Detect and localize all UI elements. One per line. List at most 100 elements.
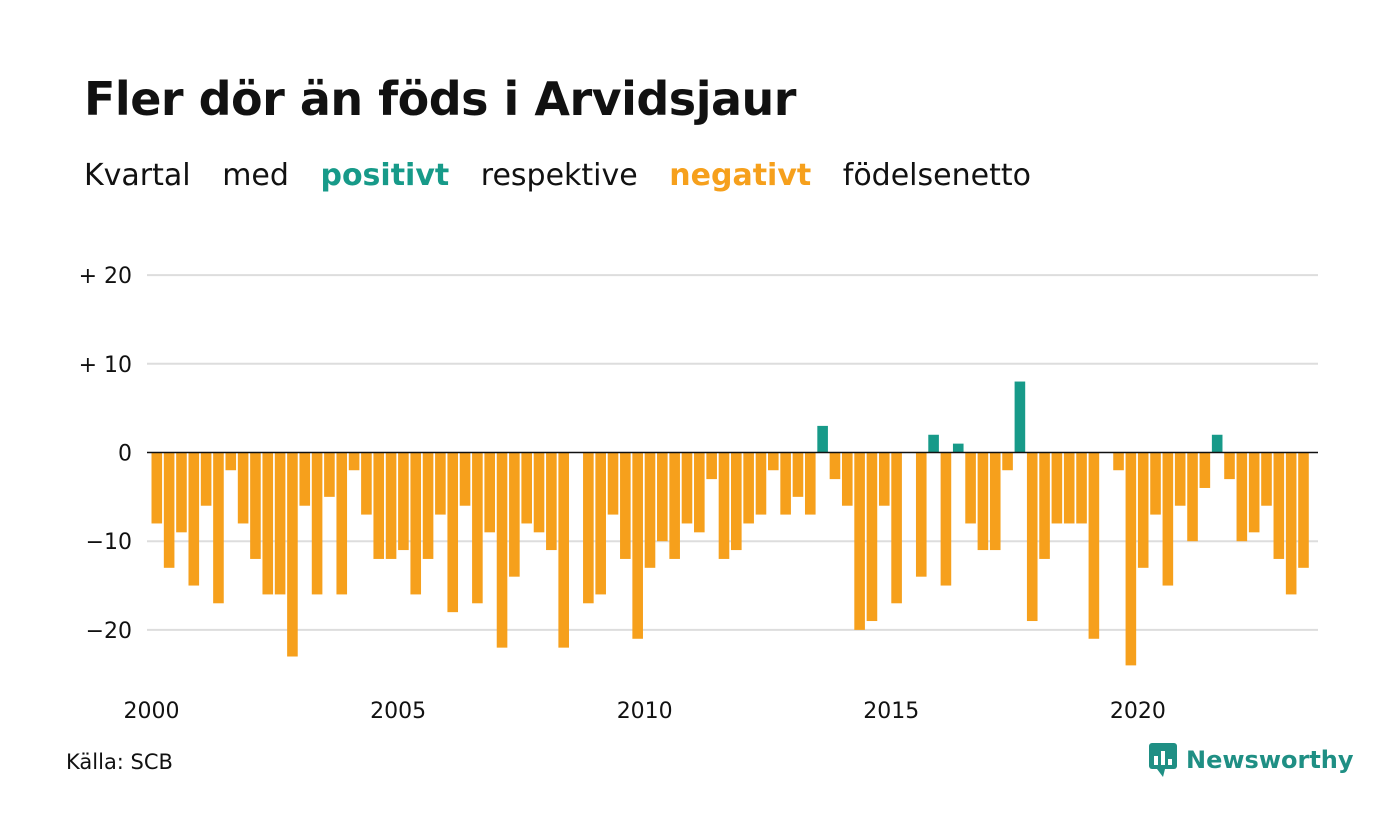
bar-negative: [681, 452, 693, 524]
bar-positive: [1014, 381, 1026, 453]
bar-negative: [607, 452, 619, 515]
bar-negative: [225, 452, 237, 471]
bar-negative: [718, 452, 730, 559]
brand-logo: Newsworthy: [1148, 742, 1354, 778]
bar-negative: [311, 452, 323, 595]
bar-negative: [706, 452, 717, 480]
subtitle-negative-word: negativt: [669, 158, 812, 193]
bar-negative: [1063, 452, 1075, 524]
bar-negative: [250, 452, 261, 559]
bar-negative: [792, 452, 804, 497]
bar-negative: [804, 452, 816, 515]
y-tick-label: + 20: [79, 264, 132, 289]
bar-negative: [1137, 452, 1149, 568]
bar-negative: [324, 452, 335, 497]
chart-title: Fler dör än föds i Arvidsjaur: [84, 72, 796, 126]
bar-negative: [546, 452, 557, 551]
bar-negative: [989, 452, 1001, 551]
bar-negative: [1273, 452, 1285, 559]
bar-negative: [262, 452, 274, 595]
bar-negative: [1248, 452, 1260, 533]
bar-negative: [435, 452, 446, 515]
bar-negative: [410, 452, 422, 595]
bar-negative: [336, 452, 348, 595]
bar-negative: [669, 452, 680, 559]
bar-negative: [472, 452, 483, 604]
bar-negative: [965, 452, 976, 524]
bar-negative: [743, 452, 754, 524]
bar-negative: [361, 452, 372, 515]
bar-negative: [1113, 452, 1124, 471]
bar-negative: [163, 452, 175, 568]
bar-negative: [854, 452, 865, 630]
x-tick-label: 2005: [370, 699, 426, 724]
bar-negative: [780, 452, 791, 515]
x-tick-label: 2010: [617, 699, 673, 724]
bar-negative: [829, 452, 841, 480]
bar-negative: [866, 452, 878, 622]
source-label: Källa: SCB: [66, 750, 173, 774]
bar-positive: [928, 434, 939, 453]
y-tick-label: −10: [86, 530, 132, 555]
bar-negative: [891, 452, 902, 604]
bar-negative: [385, 452, 397, 559]
bar-negative: [1026, 452, 1038, 622]
bar-negative: [620, 452, 631, 559]
bar-negative: [447, 452, 459, 613]
bar-negative: [915, 452, 927, 577]
bar-negative: [1125, 452, 1137, 666]
bar-negative: [422, 452, 434, 559]
x-axis-tick-labels: 2000 2005 2010 2015 2020: [124, 699, 1166, 724]
bar-negative: [558, 452, 569, 648]
bar-negative: [200, 452, 212, 506]
bar-negative: [977, 452, 989, 551]
bar-negative: [1285, 452, 1297, 595]
bar-negative: [1298, 452, 1309, 568]
bar-negative: [1150, 452, 1161, 515]
bars: [151, 381, 1309, 666]
bar-negative: [595, 452, 606, 595]
bar-negative: [509, 452, 520, 577]
bar-positive: [1211, 434, 1223, 453]
bar-negative: [1224, 452, 1235, 480]
y-tick-label: + 10: [79, 353, 132, 378]
bar-negative: [1002, 452, 1013, 471]
bar-negative: [1076, 452, 1087, 524]
bar-negative: [348, 452, 360, 471]
y-tick-label: 0: [118, 442, 132, 467]
bar-negative: [1187, 452, 1198, 542]
bar-negative: [237, 452, 249, 524]
bar-negative: [274, 452, 286, 595]
bar-negative: [484, 452, 496, 533]
x-tick-label: 2020: [1110, 699, 1166, 724]
bar-negative: [459, 452, 471, 506]
bar-negative: [299, 452, 311, 506]
bar-negative: [644, 452, 656, 568]
bar-negative: [373, 452, 385, 559]
bar-negative: [287, 452, 298, 657]
bar-negative: [398, 452, 409, 551]
bar-negative: [496, 452, 508, 648]
bar-negative: [151, 452, 163, 524]
subtitle-part-2: med: [222, 158, 289, 193]
bar-negative: [1261, 452, 1272, 506]
bar-positive: [817, 425, 828, 453]
bar-negative: [940, 452, 952, 586]
bar-negative: [188, 452, 200, 586]
subtitle-part-3: respektive: [480, 158, 638, 193]
y-tick-label: −20: [86, 619, 132, 644]
bar-negative: [1051, 452, 1063, 524]
x-tick-label: 2000: [124, 699, 180, 724]
bar-negative: [533, 452, 545, 533]
bar-negative: [768, 452, 779, 471]
subtitle-positive-word: positivt: [320, 158, 450, 193]
bar-negative: [878, 452, 890, 506]
bar-negative: [694, 452, 705, 533]
bar-negative: [583, 452, 594, 604]
bar-negative: [176, 452, 187, 533]
bar-negative: [632, 452, 643, 639]
bar-negative: [1162, 452, 1174, 586]
bar-negative: [1039, 452, 1050, 559]
